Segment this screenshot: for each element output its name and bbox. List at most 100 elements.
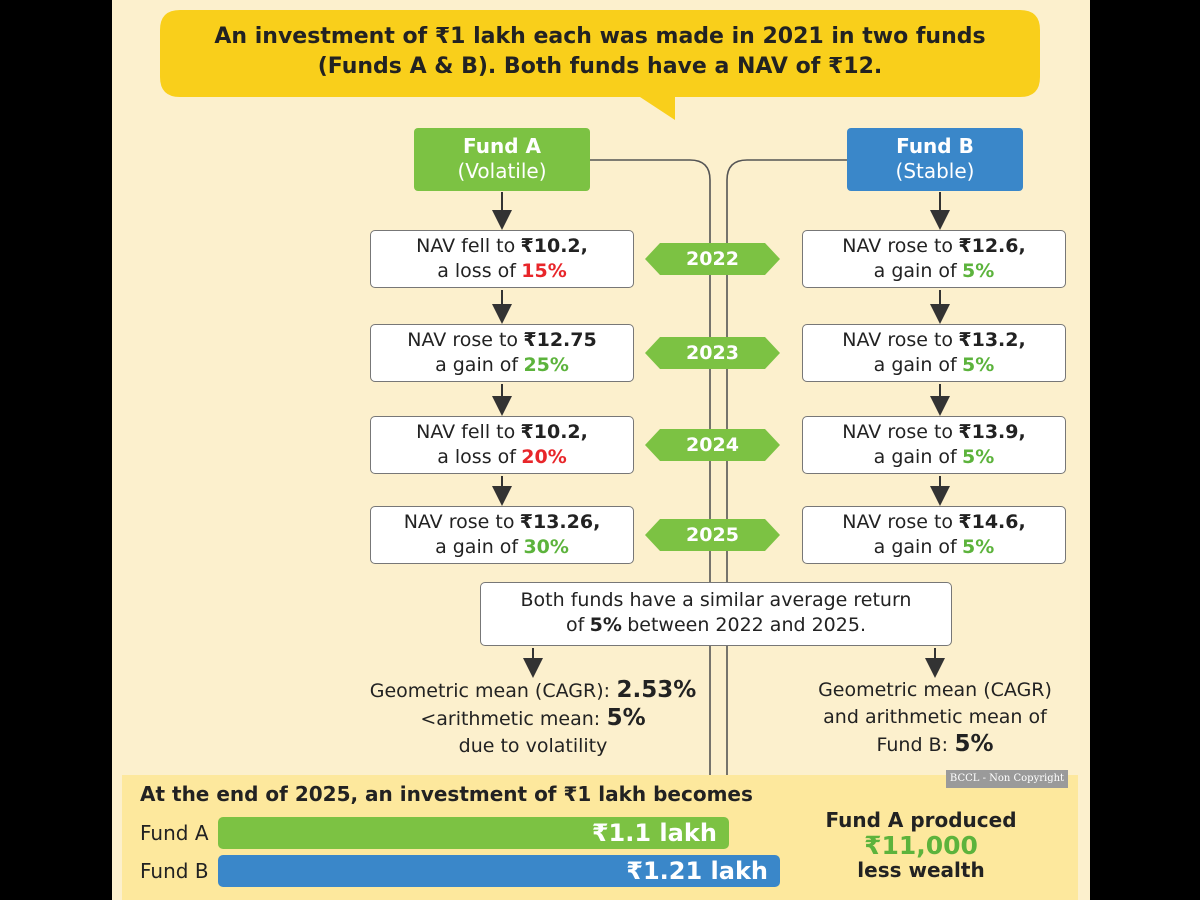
callout-line: less wealth <box>857 858 985 882</box>
conclusion-value: 5% <box>606 705 646 731</box>
bar-name: Fund B <box>140 859 209 883</box>
year-badge <box>645 429 780 461</box>
step-box: NAV rose to ₹12.6, a gain of 5% <box>802 230 1066 288</box>
step-line: a loss of 15% <box>371 259 633 284</box>
step-box: NAV rose to ₹14.6, a gain of 5% <box>802 506 1066 564</box>
conclusion: Geometric mean (CAGR): 2.53% <arithmetic m… <box>333 677 733 760</box>
step-change-text: a gain of <box>435 536 519 558</box>
step-value: ₹13.2, <box>958 329 1026 351</box>
step-line: NAV rose to ₹13.9, <box>803 420 1065 445</box>
callout-line: Fund A produced <box>825 808 1017 832</box>
conclusion-text: and arithmetic mean of <box>823 706 1047 728</box>
step-box: NAV rose to ₹12.75 a gain of 25% <box>370 324 634 382</box>
step-line: a gain of 30% <box>371 535 633 560</box>
step-value: ₹10.2, <box>520 235 588 257</box>
step-text: NAV rose to <box>842 511 954 533</box>
step-change: 5% <box>962 260 995 282</box>
conclusion: Geometric mean (CAGR) and arithmetic mean… <box>735 677 1135 759</box>
step-value: ₹10.2, <box>520 421 588 443</box>
step-line: NAV rose to ₹13.2, <box>803 328 1065 353</box>
callout-text: Fund A produced ₹11,000 less wealth <box>797 808 1045 883</box>
bar-name: Fund A <box>140 821 209 845</box>
step-text: NAV rose to <box>842 421 954 443</box>
header-line: An investment of ₹1 lakh each was made i… <box>214 24 986 49</box>
step-change-text: a gain of <box>873 536 957 558</box>
step-box: NAV rose to ₹13.26, a gain of 30% <box>370 506 634 564</box>
conclusion-line: <arithmetic mean: 5% <box>333 705 733 733</box>
year-label: 2023 <box>686 342 739 364</box>
callout-value: ₹11,000 <box>864 831 978 860</box>
conclusion-value: 2.53% <box>616 677 697 703</box>
step-box: NAV rose to ₹13.9, a gain of 5% <box>802 416 1066 474</box>
fund-name: Fund B <box>896 134 974 158</box>
step-change: 5% <box>962 354 995 376</box>
summary-value: 5% <box>589 614 622 636</box>
step-change: 15% <box>521 260 567 282</box>
step-line: NAV fell to ₹10.2, <box>371 234 633 259</box>
result-title: At the end of 2025, an investment of ₹1 … <box>140 782 753 806</box>
step-text: NAV rose to <box>407 329 519 351</box>
step-text: NAV rose to <box>403 511 515 533</box>
summary-box: Both funds have a similar average return… <box>480 582 952 646</box>
summary-text: of <box>566 614 585 636</box>
step-line: NAV rose to ₹13.26, <box>371 510 633 535</box>
step-change-text: a gain of <box>435 354 519 376</box>
year-badge <box>645 243 780 275</box>
conclusion-text: due to volatility <box>458 735 608 757</box>
step-line: a gain of 25% <box>371 353 633 378</box>
conclusion-text: Geometric mean (CAGR): <box>369 680 611 702</box>
step-line: a gain of 5% <box>803 535 1065 560</box>
step-change: 30% <box>523 536 569 558</box>
bar: ₹1.21 lakh <box>218 855 780 887</box>
conclusion-text: Geometric mean (CAGR) <box>818 679 1052 701</box>
step-text: NAV rose to <box>842 329 954 351</box>
summary-line: of 5% between 2022 and 2025. <box>481 613 951 638</box>
step-box: NAV fell to ₹10.2, a loss of 20% <box>370 416 634 474</box>
step-change-text: a gain of <box>873 260 957 282</box>
step-line: a loss of 20% <box>371 445 633 470</box>
conclusion-line: due to volatility <box>333 733 733 760</box>
step-value: ₹12.75 <box>523 329 597 351</box>
step-value: ₹13.9, <box>958 421 1026 443</box>
step-change: 25% <box>523 354 569 376</box>
fund-header: Fund A (Volatile) <box>414 128 590 191</box>
divider <box>590 159 847 775</box>
header-line: (Funds A & B). Both funds have a NAV of … <box>317 54 883 79</box>
year-label: 2022 <box>686 248 739 270</box>
step-change: 5% <box>962 446 995 468</box>
step-change-text: a gain of <box>873 446 957 468</box>
step-text: NAV fell to <box>416 235 516 257</box>
step-box: NAV rose to ₹13.2, a gain of 5% <box>802 324 1066 382</box>
fund-subtitle: (Stable) <box>895 159 975 183</box>
conclusion-line: Fund B: 5% <box>735 731 1135 759</box>
conclusion-value: 5% <box>954 731 994 757</box>
step-line: NAV rose to ₹12.75 <box>371 328 633 353</box>
step-text: NAV rose to <box>842 235 954 257</box>
fund-header: Fund B (Stable) <box>847 128 1023 191</box>
step-line: NAV rose to ₹14.6, <box>803 510 1065 535</box>
fund-subtitle: (Volatile) <box>457 159 547 183</box>
conclusion-line: and arithmetic mean of <box>735 704 1135 731</box>
summary-text: between 2022 and 2025. <box>627 614 866 636</box>
year-badge <box>645 337 780 369</box>
step-box: NAV fell to ₹10.2, a loss of 15% <box>370 230 634 288</box>
arrows <box>492 192 950 678</box>
step-change: 5% <box>962 536 995 558</box>
step-value: ₹12.6, <box>958 235 1026 257</box>
year-badge <box>645 519 780 551</box>
step-line: a gain of 5% <box>803 259 1065 284</box>
conclusion-text: <arithmetic mean: <box>420 708 601 730</box>
step-value: ₹13.26, <box>519 511 601 533</box>
summary-line: Both funds have a similar average return <box>520 589 912 611</box>
year-label: 2025 <box>686 524 739 546</box>
step-line: NAV fell to ₹10.2, <box>371 420 633 445</box>
watermark: BCCL - Non Copyright <box>946 770 1068 788</box>
step-line: NAV rose to ₹12.6, <box>803 234 1065 259</box>
header: An investment of ₹1 lakh each was made i… <box>160 22 1040 82</box>
step-value: ₹14.6, <box>958 511 1026 533</box>
step-line: a gain of 5% <box>803 353 1065 378</box>
step-line: a gain of 5% <box>803 445 1065 470</box>
step-change-text: a gain of <box>873 354 957 376</box>
conclusion-line: Geometric mean (CAGR) <box>735 677 1135 704</box>
